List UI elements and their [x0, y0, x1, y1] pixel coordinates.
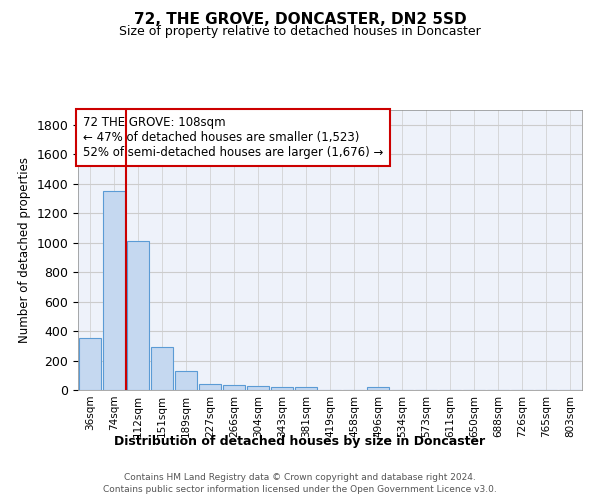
Text: Distribution of detached houses by size in Doncaster: Distribution of detached houses by size …: [115, 435, 485, 448]
Text: Contains public sector information licensed under the Open Government Licence v3: Contains public sector information licen…: [103, 485, 497, 494]
Bar: [175, 371, 197, 390]
Bar: [103, 192, 125, 390]
Text: 72 THE GROVE: 108sqm
← 47% of detached houses are smaller (1,523)
52% of semi-de: 72 THE GROVE: 108sqm ← 47% of detached h…: [83, 116, 383, 158]
Bar: [79, 338, 101, 390]
Text: 72, THE GROVE, DONCASTER, DN2 5SD: 72, THE GROVE, DONCASTER, DN2 5SD: [134, 12, 466, 28]
Bar: [127, 241, 149, 390]
Bar: [271, 387, 293, 390]
Bar: [367, 387, 389, 390]
Bar: [295, 388, 317, 390]
Y-axis label: Number of detached properties: Number of detached properties: [18, 157, 31, 343]
Bar: [247, 386, 269, 390]
Bar: [199, 384, 221, 390]
Text: Size of property relative to detached houses in Doncaster: Size of property relative to detached ho…: [119, 25, 481, 38]
Text: Contains HM Land Registry data © Crown copyright and database right 2024.: Contains HM Land Registry data © Crown c…: [124, 472, 476, 482]
Bar: [151, 348, 173, 390]
Bar: [223, 385, 245, 390]
